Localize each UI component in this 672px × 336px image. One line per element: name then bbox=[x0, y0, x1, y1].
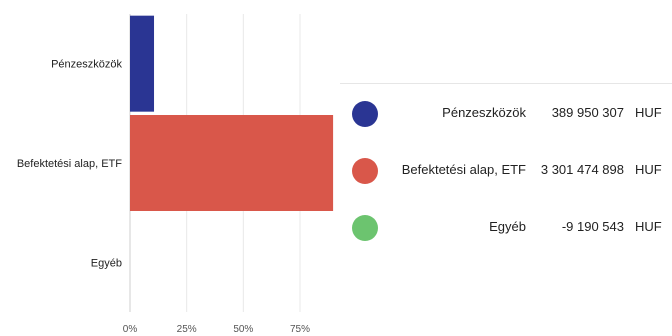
x-tick-label: 75% bbox=[290, 324, 310, 335]
category-label: Befektetési alap, ETF bbox=[17, 158, 122, 170]
legend-currency: HUF bbox=[635, 162, 662, 177]
legend-dot-icon bbox=[352, 215, 378, 241]
legend-name: Pénzeszközök bbox=[442, 105, 526, 120]
legend-name: Befektetési alap, ETF bbox=[401, 162, 526, 177]
legend-amount: -9 190 543 bbox=[561, 219, 624, 234]
bar bbox=[130, 15, 155, 112]
category-label: Pénzeszközök bbox=[51, 59, 122, 71]
legend-item-befektetesi-alap: Befektetési alap, ETF 3 301 474 898 HUF bbox=[340, 156, 672, 186]
x-tick-label: 50% bbox=[233, 324, 253, 335]
legend-amount: 389 950 307 bbox=[551, 105, 624, 120]
legend-item-egyeb: Egyéb -9 190 543 HUF bbox=[340, 213, 672, 243]
bar bbox=[130, 115, 334, 211]
category-label: Egyéb bbox=[91, 257, 122, 269]
legend-item-penzeszkozok: Pénzeszközök 389 950 307 HUF bbox=[340, 99, 672, 129]
legend-name: Egyéb bbox=[489, 219, 526, 234]
legend-panel: Pénzeszközök 389 950 307 HUF Befektetési… bbox=[340, 83, 672, 256]
legend-dot-icon bbox=[352, 101, 378, 127]
x-tick-label: 0% bbox=[123, 324, 138, 335]
legend-currency: HUF bbox=[635, 219, 662, 234]
legend-amount: 3 301 474 898 bbox=[540, 162, 624, 177]
legend-currency: HUF bbox=[635, 105, 662, 120]
legend-dot-icon bbox=[352, 158, 378, 184]
x-tick-label: 25% bbox=[177, 324, 197, 335]
